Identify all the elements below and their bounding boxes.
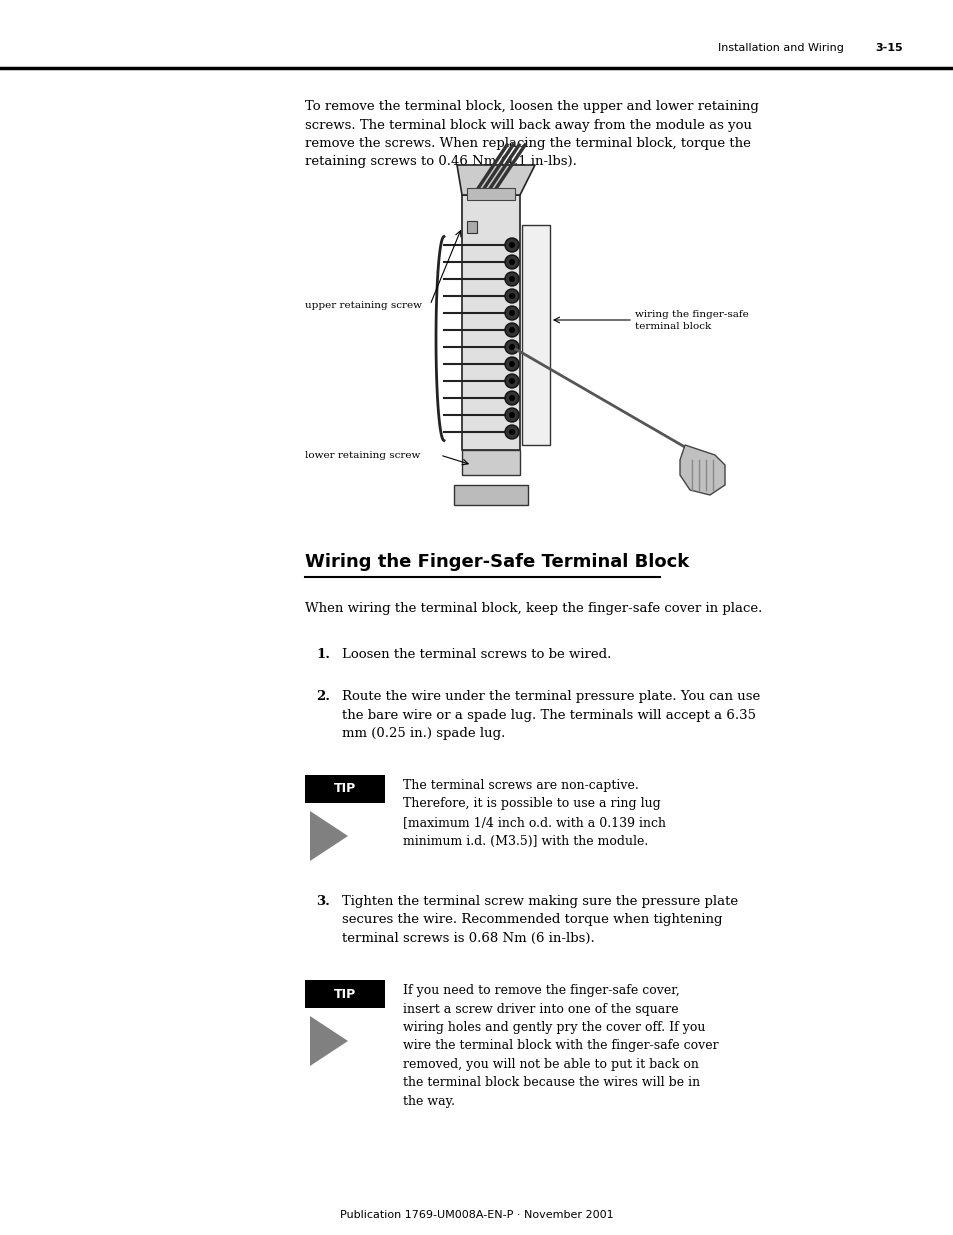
Circle shape xyxy=(509,327,515,333)
Circle shape xyxy=(504,408,518,422)
Circle shape xyxy=(509,395,515,401)
Text: TIP: TIP xyxy=(334,988,355,1000)
Circle shape xyxy=(509,310,515,316)
Text: upper retaining screw: upper retaining screw xyxy=(305,300,421,310)
Circle shape xyxy=(504,238,518,252)
Text: 3.: 3. xyxy=(315,895,330,908)
Polygon shape xyxy=(679,445,724,495)
Circle shape xyxy=(504,324,518,337)
Text: 3-15: 3-15 xyxy=(874,43,902,53)
Text: Publication 1769-UM008A-EN-P · November 2001: Publication 1769-UM008A-EN-P · November … xyxy=(340,1210,613,1220)
Circle shape xyxy=(509,345,515,350)
Circle shape xyxy=(504,289,518,303)
Bar xyxy=(305,776,385,803)
Circle shape xyxy=(504,357,518,370)
Text: wiring the finger-safe
terminal block: wiring the finger-safe terminal block xyxy=(635,310,748,331)
Text: Installation and Wiring: Installation and Wiring xyxy=(718,43,843,53)
Circle shape xyxy=(509,242,515,248)
Circle shape xyxy=(504,306,518,320)
Circle shape xyxy=(509,275,515,282)
Circle shape xyxy=(509,361,515,367)
Text: Route the wire under the terminal pressure plate. You can use
the bare wire or a: Route the wire under the terminal pressu… xyxy=(341,690,760,740)
Circle shape xyxy=(509,259,515,266)
Circle shape xyxy=(504,254,518,269)
Bar xyxy=(467,221,476,233)
Bar xyxy=(461,450,519,475)
Circle shape xyxy=(504,374,518,388)
Circle shape xyxy=(504,391,518,405)
Circle shape xyxy=(509,412,515,417)
Text: 1.: 1. xyxy=(315,648,330,661)
Bar xyxy=(467,188,515,200)
Bar xyxy=(305,981,385,1008)
Circle shape xyxy=(504,340,518,354)
Text: To remove the terminal block, loosen the upper and lower retaining
screws. The t: To remove the terminal block, loosen the… xyxy=(305,100,758,168)
Text: TIP: TIP xyxy=(334,783,355,795)
Text: The terminal screws are non-captive.
Therefore, it is possible to use a ring lug: The terminal screws are non-captive. The… xyxy=(402,779,665,847)
Text: When wiring the terminal block, keep the finger-safe cover in place.: When wiring the terminal block, keep the… xyxy=(305,601,761,615)
Text: If you need to remove the finger-safe cover,
insert a screw driver into one of t: If you need to remove the finger-safe co… xyxy=(402,984,718,1108)
Circle shape xyxy=(504,272,518,287)
Text: lower retaining screw: lower retaining screw xyxy=(305,451,420,459)
Text: Tighten the terminal screw making sure the pressure plate
secures the wire. Reco: Tighten the terminal screw making sure t… xyxy=(341,895,738,945)
Bar xyxy=(461,195,519,450)
Polygon shape xyxy=(310,811,348,861)
Text: Loosen the terminal screws to be wired.: Loosen the terminal screws to be wired. xyxy=(341,648,611,661)
Circle shape xyxy=(509,429,515,435)
Bar xyxy=(521,225,550,445)
Text: 2.: 2. xyxy=(315,690,330,703)
Circle shape xyxy=(509,378,515,384)
Polygon shape xyxy=(456,165,535,195)
Circle shape xyxy=(509,293,515,299)
Bar xyxy=(454,485,527,505)
Text: Wiring the Finger-Safe Terminal Block: Wiring the Finger-Safe Terminal Block xyxy=(305,553,688,571)
Circle shape xyxy=(504,425,518,438)
Polygon shape xyxy=(310,1016,348,1066)
